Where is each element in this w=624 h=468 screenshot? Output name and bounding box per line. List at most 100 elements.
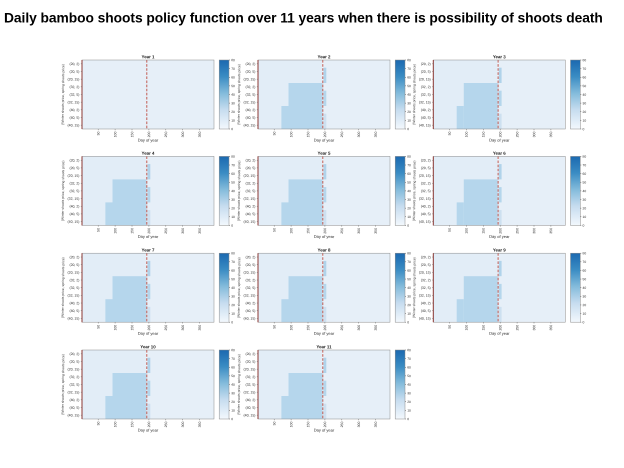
svg-text:(32, 2): (32, 2): [69, 181, 79, 185]
svg-text:(32, 5): (32, 5): [69, 383, 79, 387]
svg-text:150: 150: [130, 325, 134, 331]
svg-text:200: 200: [323, 228, 327, 234]
svg-text:(20, 15): (20, 15): [244, 174, 256, 178]
svg-text:10: 10: [407, 215, 411, 219]
svg-text:40: 40: [582, 286, 586, 290]
svg-text:30: 30: [231, 391, 235, 395]
svg-text:50: 50: [96, 228, 100, 232]
svg-text:(20, 15): (20, 15): [68, 77, 80, 81]
svg-text:70: 70: [407, 67, 411, 71]
svg-text:150: 150: [306, 325, 310, 331]
svg-text:(40, 5): (40, 5): [69, 406, 79, 410]
svg-text:20: 20: [407, 110, 411, 114]
svg-text:150: 150: [482, 132, 486, 138]
svg-text:40: 40: [582, 93, 586, 97]
svg-text:50: 50: [582, 84, 586, 88]
svg-text:(32, 2): (32, 2): [421, 85, 431, 89]
svg-text:70: 70: [407, 163, 411, 167]
svg-text:0: 0: [407, 127, 409, 131]
svg-text:250: 250: [340, 422, 344, 428]
svg-text:150: 150: [306, 422, 310, 428]
svg-text:(40, 15): (40, 15): [419, 317, 431, 321]
svg-text:50: 50: [448, 325, 452, 329]
svg-text:(20, 5): (20, 5): [69, 360, 79, 364]
svg-text:0: 0: [231, 320, 233, 324]
svg-text:60: 60: [407, 365, 411, 369]
svg-text:Day of year: Day of year: [314, 138, 335, 143]
svg-text:10: 10: [407, 119, 411, 123]
svg-text:200: 200: [498, 228, 502, 234]
svg-text:(Winter shoots price, spring s: (Winter shoots price, spring shoots pric…: [237, 354, 242, 415]
svg-text:Day of year: Day of year: [489, 138, 510, 143]
svg-text:Year 2: Year 2: [318, 54, 332, 59]
svg-text:60: 60: [407, 269, 411, 273]
svg-text:(40, 5): (40, 5): [421, 116, 431, 120]
svg-text:(40, 2): (40, 2): [69, 204, 79, 208]
svg-text:150: 150: [482, 228, 486, 234]
svg-text:30: 30: [231, 295, 235, 299]
svg-text:100: 100: [465, 132, 469, 138]
svg-text:(32, 2): (32, 2): [421, 278, 431, 282]
svg-text:(20, 15): (20, 15): [244, 77, 256, 81]
svg-text:(32, 15): (32, 15): [68, 294, 80, 298]
svg-text:350: 350: [198, 325, 202, 331]
svg-text:Year 1: Year 1: [142, 54, 156, 59]
svg-text:Year 4: Year 4: [142, 151, 156, 156]
svg-text:70: 70: [407, 260, 411, 264]
svg-text:250: 250: [515, 228, 519, 234]
svg-text:(32, 15): (32, 15): [419, 100, 431, 104]
svg-text:(40, 15): (40, 15): [244, 413, 256, 417]
svg-text:(40, 2): (40, 2): [69, 398, 79, 402]
svg-text:300: 300: [357, 228, 361, 234]
svg-text:(20, 2): (20, 2): [245, 158, 255, 162]
svg-text:(32, 5): (32, 5): [421, 93, 431, 97]
svg-text:(20, 15): (20, 15): [419, 271, 431, 275]
svg-text:50: 50: [231, 180, 235, 184]
svg-text:200: 200: [498, 325, 502, 331]
svg-text:(40, 5): (40, 5): [421, 309, 431, 313]
svg-text:(20, 15): (20, 15): [419, 77, 431, 81]
svg-text:(Winter shoots price, spring s: (Winter shoots price, spring shoots pric…: [61, 354, 66, 415]
svg-text:(32, 15): (32, 15): [244, 197, 256, 201]
svg-text:80: 80: [582, 251, 586, 255]
svg-text:50: 50: [272, 325, 276, 329]
svg-text:Year 3: Year 3: [493, 54, 507, 59]
svg-text:30: 30: [582, 101, 586, 105]
svg-text:Day of year: Day of year: [314, 234, 335, 239]
svg-text:(20, 5): (20, 5): [245, 166, 255, 170]
svg-text:50: 50: [407, 84, 411, 88]
svg-text:350: 350: [198, 132, 202, 138]
svg-text:(40, 5): (40, 5): [69, 212, 79, 216]
svg-text:(32, 5): (32, 5): [421, 286, 431, 290]
svg-text:70: 70: [231, 67, 235, 71]
svg-text:(40, 15): (40, 15): [419, 220, 431, 224]
svg-text:Year 6: Year 6: [493, 151, 507, 156]
svg-text:(Winter shoots price, spring s: (Winter shoots price, spring shoots pric…: [61, 64, 66, 125]
svg-text:(20, 5): (20, 5): [421, 166, 431, 170]
svg-text:(40, 2): (40, 2): [421, 204, 431, 208]
svg-text:0: 0: [582, 224, 584, 228]
svg-text:(20, 5): (20, 5): [69, 166, 79, 170]
svg-text:(32, 15): (32, 15): [68, 390, 80, 394]
svg-text:(20, 15): (20, 15): [244, 271, 256, 275]
svg-text:300: 300: [532, 325, 536, 331]
svg-text:(40, 15): (40, 15): [68, 220, 80, 224]
svg-text:300: 300: [181, 228, 185, 234]
svg-text:20: 20: [231, 303, 235, 307]
svg-text:(32, 5): (32, 5): [245, 93, 255, 97]
svg-text:200: 200: [498, 132, 502, 138]
svg-text:50: 50: [407, 374, 411, 378]
svg-text:300: 300: [532, 132, 536, 138]
svg-text:80: 80: [231, 155, 235, 159]
svg-text:300: 300: [532, 228, 536, 234]
svg-text:Day of year: Day of year: [314, 428, 335, 433]
svg-text:(40, 2): (40, 2): [245, 398, 255, 402]
svg-text:40: 40: [407, 383, 411, 387]
svg-text:300: 300: [181, 325, 185, 331]
svg-text:70: 70: [582, 67, 586, 71]
svg-text:40: 40: [582, 189, 586, 193]
svg-text:20: 20: [231, 206, 235, 210]
svg-text:100: 100: [289, 325, 293, 331]
svg-text:100: 100: [289, 422, 293, 428]
svg-text:150: 150: [306, 132, 310, 138]
